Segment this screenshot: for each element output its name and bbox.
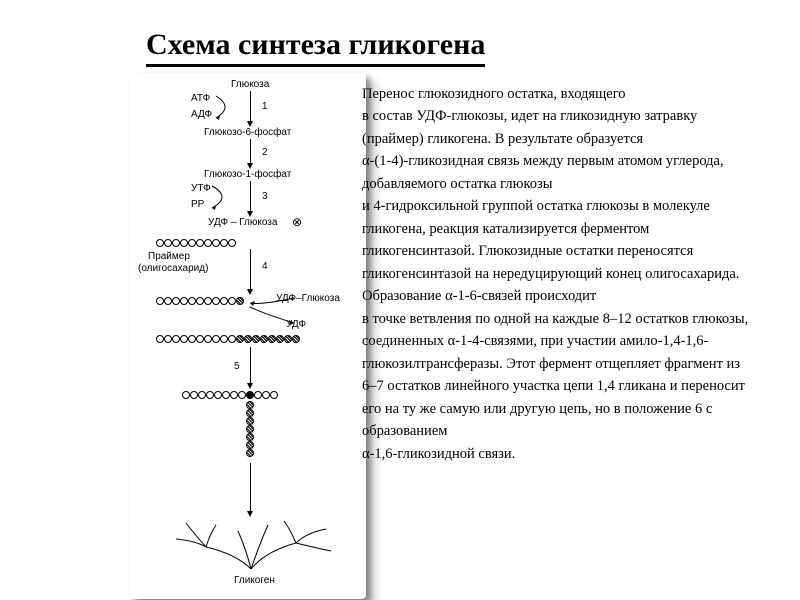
pathway-line [250,139,251,163]
primer-chain [156,239,236,247]
label-udpg: УДФ – Глюкоза [208,217,277,228]
pathway-line [250,181,251,211]
chain-ext1 [156,297,244,305]
label-primer: Праймер [148,251,190,262]
chain-branched [182,391,278,399]
label-glucose: Глюкоза [231,79,269,90]
curve-icon [210,183,250,211]
label-utp: УТФ [191,183,211,194]
label-adp: АДФ [191,109,212,120]
label-glycogen: Гликоген [234,575,275,586]
label-g6p: Глюкозо-6-фосфат [204,127,291,138]
hatch-marker-icon: ⊗ [292,215,302,229]
chain-branch-vertical [246,401,254,457]
label-udpg2: УДФ–Глюкоза [276,293,340,304]
description-paragraph: Перенос глюкозидного остатка, входящего … [362,83,752,465]
pathway-line [250,463,251,511]
label-udp: УДФ [286,319,306,330]
step-4: 4 [262,261,268,272]
label-atp: АТФ [191,93,210,104]
description-text: Перенос глюкозидного остатка, входящего … [356,79,752,465]
step-1: 1 [262,101,268,112]
label-g1p: Глюкозо-1-фосфат [204,169,291,180]
curve-icon [214,93,250,121]
glycogen-tree-icon [166,519,336,574]
chain-ext2 [156,335,300,343]
pathway-line [250,91,251,121]
content-row: Глюкоза АТФ АДФ 1 Глюкозо-6-фосфат 2 Глю… [136,79,752,589]
label-pp: PP [191,199,204,210]
synthesis-diagram: Глюкоза АТФ АДФ 1 Глюкозо-6-фосфат 2 Глю… [136,79,356,589]
arrow-icon [247,511,253,517]
step-5: 5 [234,361,240,372]
pathway-line [250,347,251,383]
pathway-line [250,249,251,289]
page-title: Схема синтеза гликогена [146,28,485,67]
arrow-icon [247,383,253,389]
step-3: 3 [262,191,268,202]
step-2: 2 [262,147,268,158]
label-primer-sub: (олигосахарид) [138,263,208,274]
